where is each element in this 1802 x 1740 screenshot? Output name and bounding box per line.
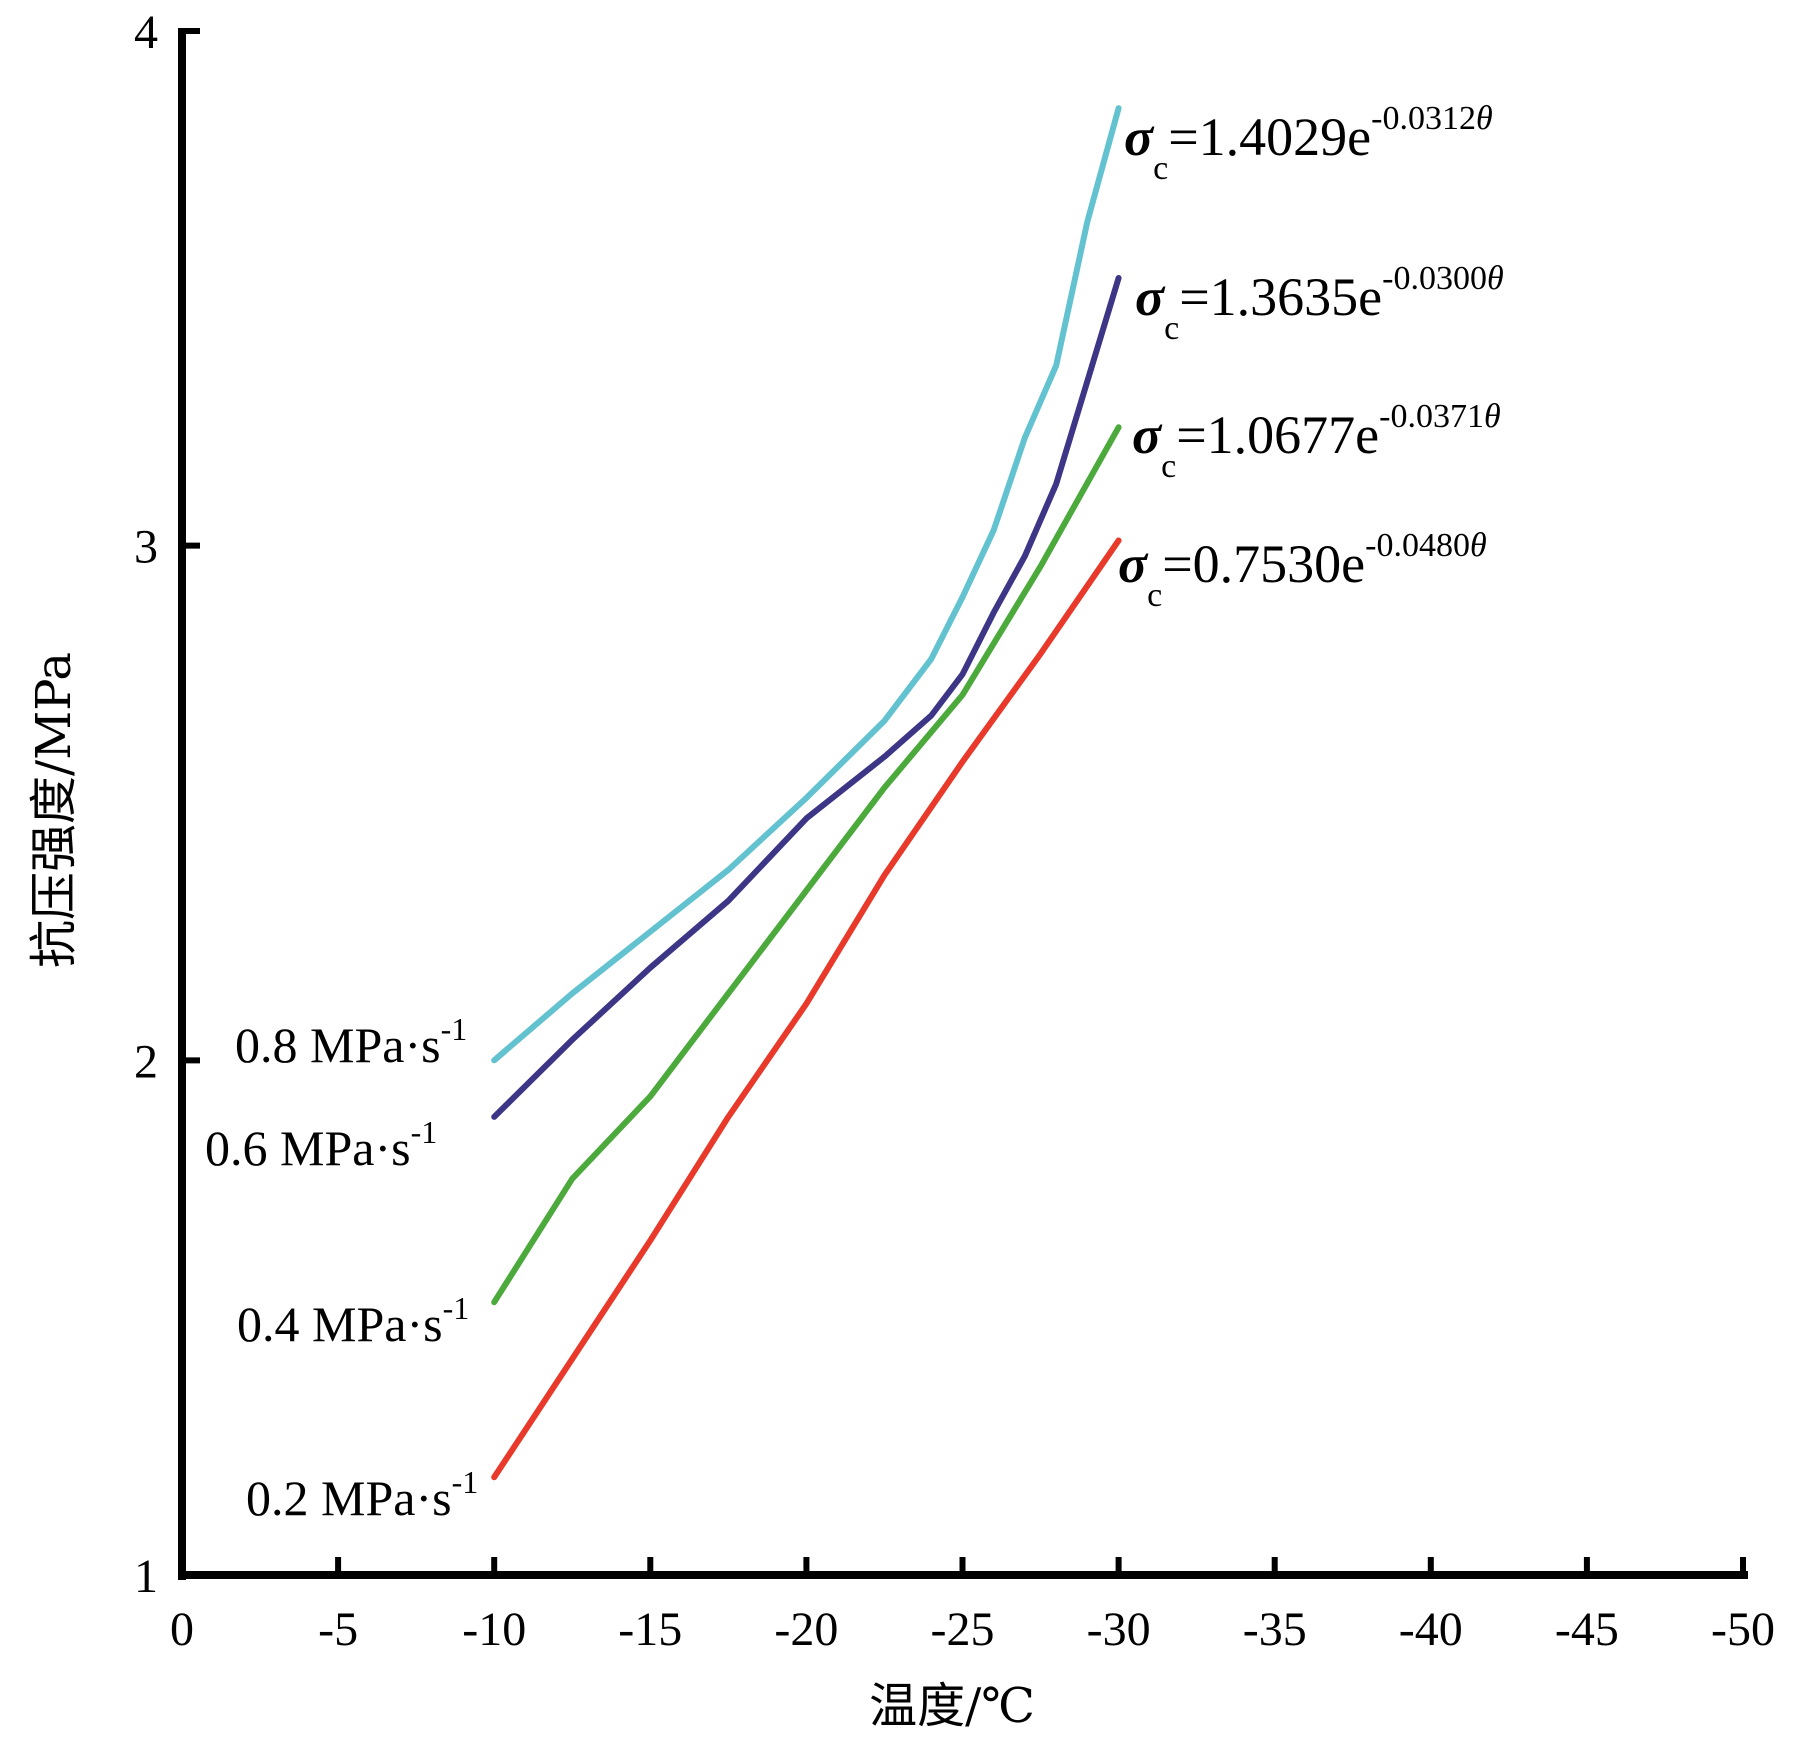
equation-part: c [1161, 448, 1176, 485]
series-label-superscript: -1 [443, 1290, 470, 1326]
fit-equation: σc=1.3635e-0.0300θ [1135, 260, 1504, 347]
equation-part: σ [1132, 405, 1163, 465]
x-tick-label: -40 [1399, 1603, 1463, 1656]
series-label: 0.6 MPa·s-1 [205, 1114, 437, 1176]
fit-equation: σc=0.7530e-0.0480θ [1118, 527, 1487, 614]
y-tick-label: 1 [134, 1550, 158, 1603]
y-tick-label: 4 [134, 6, 158, 59]
x-ticks: 0 -5 -10 -15 -20 -25 -30 -35 -40 -45 -50 [170, 1557, 1775, 1656]
series-label-superscript: -1 [452, 1464, 479, 1500]
equation-part: -0.0300 [1382, 260, 1487, 297]
x-axis-title: 温度/℃ [869, 1678, 1035, 1734]
series-label-text: 0.6 MPa·s [205, 1120, 411, 1176]
equation-part: θ [1476, 100, 1493, 137]
x-tick-label: -25 [931, 1603, 995, 1656]
equation-part: -0.0312 [1371, 100, 1476, 137]
series-lines [491, 105, 1122, 1481]
equation-part: =1.3635e [1179, 267, 1382, 327]
series-label-superscript: -1 [411, 1114, 438, 1150]
series-line [491, 275, 1122, 1120]
x-tick-label: -20 [774, 1603, 838, 1656]
equation-part: =0.7530e [1162, 534, 1365, 594]
equation-part: -0.0480 [1365, 527, 1470, 564]
x-tick-label: -45 [1555, 1603, 1619, 1656]
x-tick-label: -10 [462, 1603, 526, 1656]
fit-equation: σc=1.4029e-0.0312θ [1124, 100, 1493, 187]
series-labels: 0.8 MPa·s-10.6 MPa·s-10.4 MPa·s-10.2 MPa… [205, 1011, 478, 1526]
series-label-superscript: -1 [441, 1011, 468, 1047]
series-line [491, 424, 1122, 1306]
series-label-text: 0.2 MPa·s [246, 1470, 452, 1526]
series-label: 0.4 MPa·s-1 [237, 1290, 469, 1352]
equation-part: σ [1118, 534, 1149, 594]
series-label-text: 0.8 MPa·s [235, 1017, 441, 1073]
equation-part: c [1164, 310, 1179, 347]
y-axis-title: 抗压强度/MPa [26, 652, 82, 968]
series-label-text: 0.4 MPa·s [237, 1296, 443, 1352]
equation-part: σ [1135, 267, 1166, 327]
x-tick-label: -30 [1087, 1603, 1151, 1656]
x-tick-label: -5 [318, 1603, 358, 1656]
equation-part: θ [1470, 527, 1487, 564]
x-tick-label: -15 [618, 1603, 682, 1656]
equation-part: θ [1484, 398, 1501, 435]
equation-part: θ [1487, 260, 1504, 297]
equation-part: c [1153, 150, 1168, 187]
x-tick-label: 0 [170, 1603, 194, 1656]
y-tick-label: 3 [134, 521, 158, 574]
x-tick-label: -50 [1711, 1603, 1775, 1656]
series-line [491, 537, 1122, 1481]
equation-part: σ [1124, 107, 1155, 167]
y-ticks: 1 2 3 4 [134, 6, 200, 1603]
y-tick-label: 2 [134, 1035, 158, 1088]
series-label: 0.8 MPa·s-1 [235, 1011, 467, 1073]
series-label: 0.2 MPa·s-1 [246, 1464, 478, 1526]
equation-part: c [1147, 577, 1162, 614]
equation-part: =1.0677e [1176, 405, 1379, 465]
series-line [491, 105, 1122, 1064]
x-tick-label: -35 [1243, 1603, 1307, 1656]
equation-part: =1.4029e [1168, 107, 1371, 167]
fit-equation: σc=1.0677e-0.0371θ [1132, 398, 1501, 485]
equations: σc=1.4029e-0.0312θσc=1.3635e-0.0300θσc=1… [1118, 100, 1504, 614]
equation-part: -0.0371 [1379, 398, 1484, 435]
